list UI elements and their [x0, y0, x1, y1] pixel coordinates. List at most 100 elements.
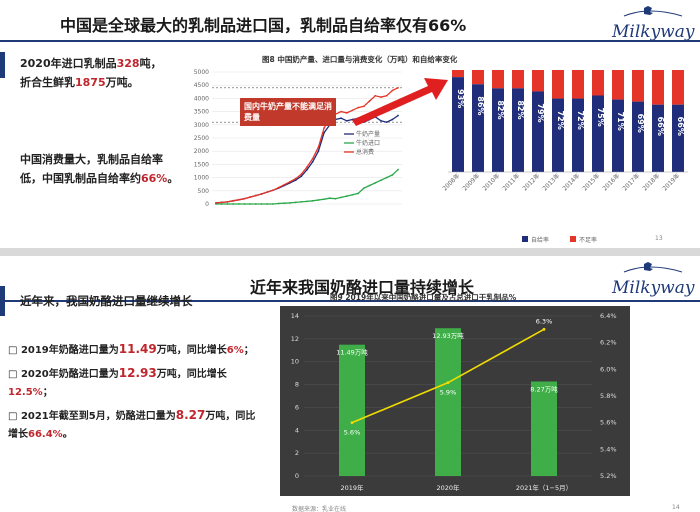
milkyway-logo: Milkyway [604, 4, 694, 48]
data-point [357, 192, 360, 195]
bar-value-label: 72% [556, 111, 565, 130]
data-point [368, 100, 371, 102]
data-point [220, 203, 223, 205]
cow-logo-icon [623, 6, 683, 17]
slide-14: 近年来我国奶酪进口量持续增长 Milkyway 近年来，我国奶酪进口量继续增长 … [0, 256, 700, 512]
data-point [226, 200, 229, 203]
data-point [317, 146, 320, 149]
share-point [350, 421, 354, 425]
chart9-title: 图9 2019年以来中国奶酪进口量及占总进口干乳制品% [330, 293, 517, 302]
data-point [294, 201, 297, 204]
page-number: 14 [672, 504, 680, 511]
data-point [283, 202, 286, 205]
data-point [385, 121, 388, 124]
data-point [362, 187, 365, 190]
x-tick-label: 2018年 [641, 172, 662, 193]
data-point [232, 203, 234, 205]
data-point [306, 200, 308, 203]
data-point [340, 110, 343, 113]
data-point [368, 184, 371, 187]
y-tick-label: 1000 [194, 175, 209, 182]
x-tick-label: 2012年 [521, 172, 542, 193]
selfsufficiency-bar [652, 104, 664, 172]
data-point [311, 160, 314, 163]
data-point [397, 114, 399, 117]
title-divider [0, 300, 700, 302]
data-point [306, 168, 308, 171]
slide-title: 中国是全球最大的乳制品进口国，乳制品自给率仅有66% [60, 16, 467, 35]
y2-tick-label: 6.4% [600, 312, 617, 320]
x-tick-label: 2016年 [601, 172, 622, 193]
cheese-bar [435, 328, 461, 476]
data-point [374, 94, 377, 97]
data-point [380, 119, 382, 122]
data-point [311, 157, 314, 160]
milkyway-logo: Milkyway [604, 260, 694, 304]
bar-value-label: 71% [616, 112, 625, 131]
bar-value-label: 86% [476, 96, 485, 115]
share-label: 5.9% [440, 389, 457, 397]
x-tick-label: 2019年 [661, 172, 682, 193]
x-tick-label: 2010年 [481, 172, 502, 193]
logo-text: Milkyway [612, 22, 695, 42]
data-point [357, 106, 360, 109]
data-point [345, 112, 348, 114]
data-point [328, 197, 331, 200]
selfsufficiency-bar [592, 95, 604, 172]
bar-value-label: 72% [576, 111, 585, 130]
y2-tick-label: 5.4% [600, 445, 617, 453]
y-tick-label: 3500 [194, 109, 209, 116]
selfsufficiency-bar-chart: 93% 2008年 86% 2009年 82% 2010年 82% 2011年 79% 2012年… [441, 70, 688, 244]
cow-logo-icon [623, 262, 683, 273]
selfsufficiency-bar [572, 98, 584, 172]
data-point [380, 96, 382, 98]
bar-value-label: 79% [536, 103, 545, 122]
selfsufficiency-bar [532, 91, 544, 172]
y2-tick-label: 5.8% [600, 392, 617, 400]
data-point [306, 166, 308, 168]
title-divider [0, 40, 700, 42]
data-point [380, 179, 382, 182]
accent-bar [0, 52, 5, 78]
legend-label: 牛奶产量 [356, 130, 380, 138]
shortfall-bar [632, 70, 644, 102]
bar-value-label: 12.93万吨 [432, 331, 464, 340]
shortfall-bar [572, 70, 584, 99]
y2-tick-label: 6.0% [600, 365, 617, 373]
data-point [391, 174, 394, 176]
share-label: 6.3% [536, 317, 553, 325]
data-point [362, 105, 365, 108]
legend-swatch [522, 236, 528, 242]
data-source: 数据来源：乳业在线 [292, 506, 347, 512]
bar-value-label: 82% [496, 100, 505, 119]
import-paragraph: 2020年进口乳制品328吨，折合生鲜乳1875万吨。 [20, 57, 162, 89]
data-point [351, 109, 354, 112]
y-tick-label: 4 [295, 426, 299, 434]
bar-value-label: 69% [636, 114, 645, 133]
selfsufficiency-bar [492, 88, 504, 172]
bar-value-label: 75% [596, 108, 605, 127]
data-point [260, 203, 263, 205]
shortfall-bar [552, 70, 564, 99]
shortfall-bar [612, 70, 624, 100]
selfsufficiency-bar [552, 98, 564, 172]
data-point [232, 199, 234, 202]
share-point [542, 327, 546, 331]
shortfall-bar [672, 70, 684, 105]
data-point [243, 203, 246, 205]
y-tick-label: 3000 [194, 122, 209, 129]
bar-value-label: 66% [676, 117, 685, 136]
selfsufficiency-bar [612, 99, 624, 172]
cheese-heading: 近年来，我国奶酪进口量继续增长 [20, 294, 193, 308]
y-tick-label: 6 [295, 403, 299, 411]
y-tick-label: 0 [205, 201, 209, 208]
data-point [345, 195, 348, 197]
slide-13: 中国是全球最大的乳制品进口国，乳制品自给率仅有66% Milkyway 2020… [0, 0, 700, 248]
data-point [283, 183, 286, 186]
x-tick-label: 2020年 [436, 483, 460, 492]
bullet-list: □ 2019年奶酪进口量为11.49万吨，同比增长6%； □ 2020年奶酪进口… [8, 340, 258, 444]
data-point [249, 203, 252, 205]
y-tick-label: 4500 [194, 82, 209, 89]
data-point [271, 189, 274, 192]
data-point [260, 193, 263, 195]
